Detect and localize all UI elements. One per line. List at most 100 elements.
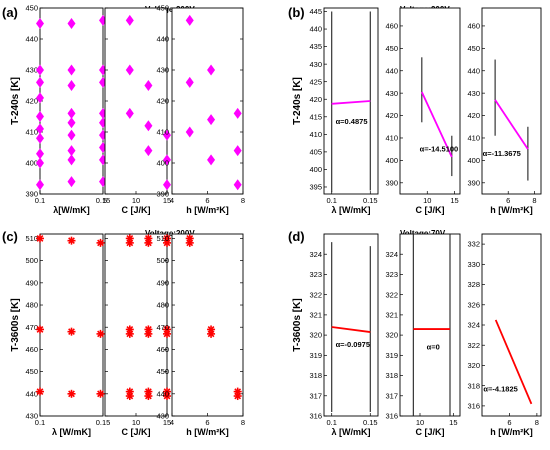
y-axis-label: T-3600s [K] [10, 298, 21, 351]
x-tick-label: 0.15 [96, 418, 111, 427]
y-tick-label: 430 [309, 60, 322, 69]
y-tick-label: 322 [467, 341, 480, 350]
y-tick-label: 410 [309, 130, 322, 139]
asterisk-stroke [126, 330, 134, 338]
subplot-b-3: 390 400 410 420 430 440 450 460 6 8h [W/m²K] α=-11… [467, 7, 542, 215]
data-point [67, 176, 76, 188]
data-point [36, 148, 44, 160]
x-tick-label: 4 [170, 418, 174, 427]
data-point [185, 76, 194, 88]
y-tick-label: 319 [385, 351, 398, 360]
data-point [207, 154, 216, 166]
y-tick-label: 430 [25, 66, 38, 75]
x-tick-label: 10 [416, 418, 424, 427]
y-tick-label: 440 [25, 389, 38, 398]
y-tick-label: 318 [385, 371, 398, 380]
axes-box [481, 233, 542, 417]
y-tick-label: 320 [467, 361, 480, 370]
y-tick-label: 323 [385, 270, 398, 279]
x-tick-label: 15 [450, 196, 458, 205]
axes-box [171, 7, 244, 195]
data-point [163, 392, 171, 401]
y-tick-label: 430 [156, 412, 169, 421]
asterisk-stroke [68, 328, 75, 336]
slope-annotation: α=-11.3675 [483, 149, 521, 158]
y-tick-label: 500 [25, 256, 38, 265]
x-tick-label: 6 [205, 418, 209, 427]
x-axis-label: λ [W/mK] [332, 427, 371, 437]
asterisk-stroke [207, 330, 215, 338]
y-tick-label: 320 [385, 331, 398, 340]
data-point [125, 14, 134, 26]
x-axis-label: C [J/K] [122, 205, 151, 215]
y-tick-label: 420 [156, 97, 169, 106]
asterisk-stroke [97, 239, 104, 247]
data-point [185, 126, 194, 138]
y-tick-label: 415 [309, 112, 322, 121]
y-axis-label: T-240s [K] [292, 77, 303, 125]
data-point [67, 145, 76, 157]
x-tick-label: 10 [132, 196, 140, 205]
y-tick-label: 420 [309, 95, 322, 104]
data-point [36, 234, 44, 243]
trend-line [331, 100, 371, 105]
data-point [36, 157, 44, 169]
y-tick-label: 460 [25, 345, 38, 354]
x-tick-label: 6 [506, 196, 510, 205]
y-tick-label: 330 [467, 260, 480, 269]
x-tick-label: 8 [532, 196, 536, 205]
slope-annotation: α=-0.0975 [336, 340, 370, 349]
asterisk-stroke [234, 392, 242, 400]
data-point [207, 64, 216, 76]
axes-box [171, 233, 244, 417]
y-tick-label: 460 [385, 22, 398, 31]
data-point [207, 329, 216, 338]
y-tick-label: 470 [156, 323, 169, 332]
data-point [163, 154, 171, 166]
data-point [163, 129, 171, 141]
data-point [67, 327, 76, 336]
y-tick-label: 500 [156, 256, 169, 265]
x-axis-label: C [J/K] [416, 427, 445, 437]
y-tick-label: 460 [156, 345, 169, 354]
y-tick-label: 410 [25, 128, 38, 137]
data-point [67, 64, 76, 76]
x-axis-label: h [W/m²K] [186, 205, 229, 215]
subplot-c-1: 430 440 450 460 470 480 490 500 510 0.1 0.15 λ [W/m… [25, 233, 111, 437]
x-tick-label: 15 [449, 418, 457, 427]
subplot-d-3: 316 318 320 322 324 326 328 330 332 6 8h [W/m²K] α=… [467, 233, 542, 437]
chart-title: Voltage:200V [145, 5, 195, 14]
panel-c: (c) Voltage:200V T-3600s [K] 430 440 450 460 47… [2, 229, 245, 437]
y-tick-label: 420 [25, 97, 38, 106]
asterisk-stroke [97, 390, 104, 398]
y-tick-label: 322 [309, 290, 322, 299]
y-tick-label: 440 [156, 389, 169, 398]
data-point [233, 392, 242, 401]
x-tick-label: 0.15 [96, 196, 111, 205]
y-tick-label: 430 [385, 89, 398, 98]
data-point [185, 238, 194, 247]
y-tick-label: 324 [385, 250, 398, 259]
subplot-d-2: 316 317 318 319 320 321 322 323 324 10 15 C [J/K] α=… [385, 233, 461, 437]
data-point [36, 325, 44, 334]
y-tick-label: 316 [385, 412, 398, 421]
data-point [67, 107, 76, 119]
y-tick-label: 450 [156, 367, 169, 376]
asterisk-stroke [163, 392, 171, 400]
y-tick-label: 510 [25, 234, 38, 243]
data-point [67, 80, 76, 91]
y-tick-label: 400 [25, 159, 38, 168]
y-tick-label: 440 [385, 66, 398, 75]
y-tick-label: 410 [467, 134, 480, 143]
y-tick-label: 321 [309, 310, 322, 319]
x-tick-label: 0.1 [326, 196, 336, 205]
y-tick-label: 395 [309, 183, 322, 192]
panel-label: (d) [288, 229, 305, 244]
y-tick-label: 400 [385, 156, 398, 165]
y-tick-label: 324 [467, 321, 480, 330]
subplot-b-2: 390 400 410 420 430 440 450 460 10 15 C [J/K] α=-14… [385, 7, 461, 215]
x-tick-label: 0.1 [326, 418, 336, 427]
subplot-c-2: 10 15 C [J/K] [104, 233, 171, 437]
panel-label: (a) [2, 5, 18, 20]
